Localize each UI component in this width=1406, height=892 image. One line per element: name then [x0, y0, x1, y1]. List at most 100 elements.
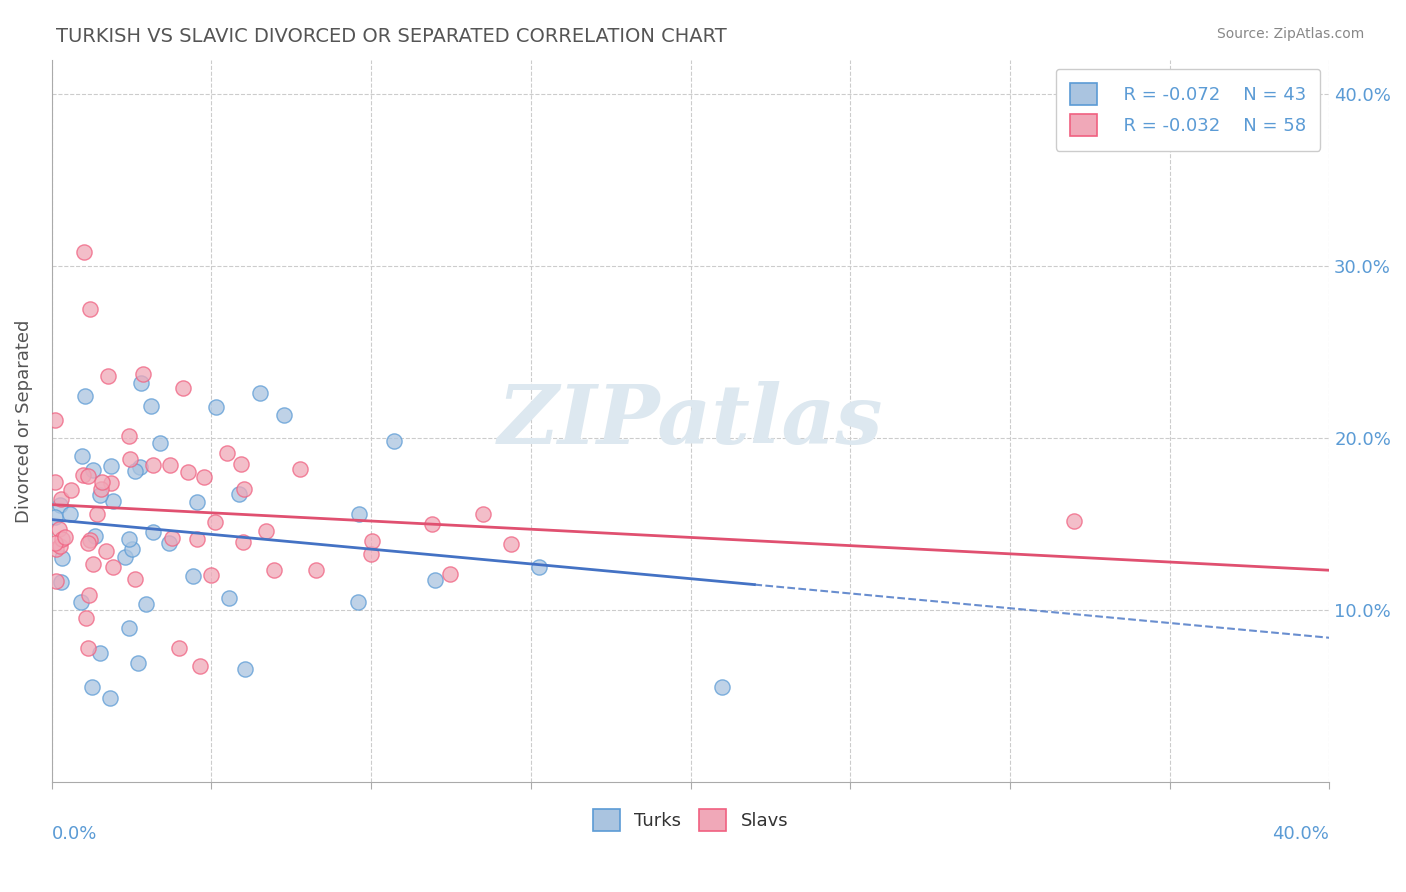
- Point: [101, 560, 124, 574]
- Point: [131, 367, 153, 381]
- Point: [72, 449, 94, 463]
- Point: [53, 530, 76, 544]
- Point: [501, 536, 523, 550]
- Point: [96, 543, 118, 558]
- Point: [44, 475, 66, 489]
- Point: [263, 563, 285, 577]
- Point: [97, 368, 120, 383]
- Point: [232, 535, 254, 549]
- Point: [205, 400, 228, 414]
- Text: ZIPatlas: ZIPatlas: [498, 381, 883, 461]
- Point: [529, 560, 551, 574]
- Legend: Turks, Slavs: Turks, Slavs: [585, 802, 796, 838]
- Point: [118, 533, 141, 547]
- Point: [711, 681, 734, 695]
- Point: [49, 491, 72, 506]
- Point: [76, 640, 98, 655]
- Point: [218, 591, 240, 605]
- Point: [73, 245, 96, 260]
- Point: [59, 507, 82, 521]
- Point: [157, 535, 180, 549]
- Text: Source: ZipAtlas.com: Source: ZipAtlas.com: [1216, 27, 1364, 41]
- Point: [121, 541, 143, 556]
- Point: [48, 522, 70, 536]
- Point: [439, 566, 461, 581]
- Point: [90, 475, 112, 489]
- Point: [44, 413, 66, 427]
- Point: [228, 487, 250, 501]
- Point: [149, 436, 172, 450]
- Point: [142, 525, 165, 540]
- Point: [89, 646, 111, 660]
- Point: [273, 409, 295, 423]
- Point: [420, 517, 443, 532]
- Point: [217, 446, 239, 460]
- Point: [80, 680, 103, 694]
- Point: [51, 575, 73, 590]
- Point: [101, 494, 124, 508]
- Point: [135, 597, 157, 611]
- Point: [59, 483, 82, 497]
- Point: [471, 508, 494, 522]
- Point: [77, 469, 100, 483]
- Point: [232, 483, 254, 497]
- Point: [347, 595, 370, 609]
- Point: [139, 400, 162, 414]
- Point: [79, 533, 101, 548]
- Point: [129, 459, 152, 474]
- Point: [233, 662, 256, 676]
- Point: [382, 434, 405, 449]
- Point: [423, 573, 446, 587]
- Text: 0.0%: 0.0%: [52, 825, 97, 844]
- Point: [290, 462, 312, 476]
- Point: [254, 524, 277, 539]
- Point: [188, 659, 211, 673]
- Point: [51, 533, 73, 547]
- Point: [45, 574, 67, 588]
- Point: [186, 532, 208, 546]
- Text: TURKISH VS SLAVIC DIVORCED OR SEPARATED CORRELATION CHART: TURKISH VS SLAVIC DIVORCED OR SEPARATED …: [56, 27, 727, 45]
- Point: [200, 568, 222, 582]
- Point: [186, 495, 208, 509]
- Point: [124, 464, 146, 478]
- Point: [77, 589, 100, 603]
- Point: [159, 458, 181, 473]
- Point: [84, 529, 107, 543]
- Point: [100, 476, 122, 491]
- Point: [204, 515, 226, 529]
- Point: [177, 465, 200, 479]
- Point: [44, 510, 66, 524]
- Point: [167, 640, 190, 655]
- Point: [172, 381, 194, 395]
- Point: [100, 459, 122, 474]
- Point: [98, 691, 121, 706]
- Point: [1063, 514, 1085, 528]
- Point: [76, 536, 98, 550]
- Point: [347, 508, 370, 522]
- Point: [89, 488, 111, 502]
- Point: [181, 568, 204, 582]
- Point: [82, 463, 104, 477]
- Point: [49, 499, 72, 513]
- Point: [44, 536, 66, 550]
- Point: [360, 548, 382, 562]
- Point: [114, 550, 136, 565]
- Point: [124, 572, 146, 586]
- Y-axis label: Divorced or Separated: Divorced or Separated: [15, 319, 32, 523]
- Point: [90, 483, 112, 497]
- Point: [82, 557, 104, 571]
- Point: [86, 507, 108, 521]
- Point: [249, 385, 271, 400]
- Point: [51, 550, 73, 565]
- Point: [117, 621, 139, 635]
- Point: [142, 458, 165, 473]
- Point: [229, 457, 252, 471]
- Point: [361, 533, 384, 548]
- Text: 40.0%: 40.0%: [1272, 825, 1329, 844]
- Point: [75, 611, 97, 625]
- Point: [45, 542, 67, 557]
- Point: [70, 595, 93, 609]
- Point: [129, 376, 152, 390]
- Point: [72, 467, 94, 482]
- Point: [79, 301, 101, 316]
